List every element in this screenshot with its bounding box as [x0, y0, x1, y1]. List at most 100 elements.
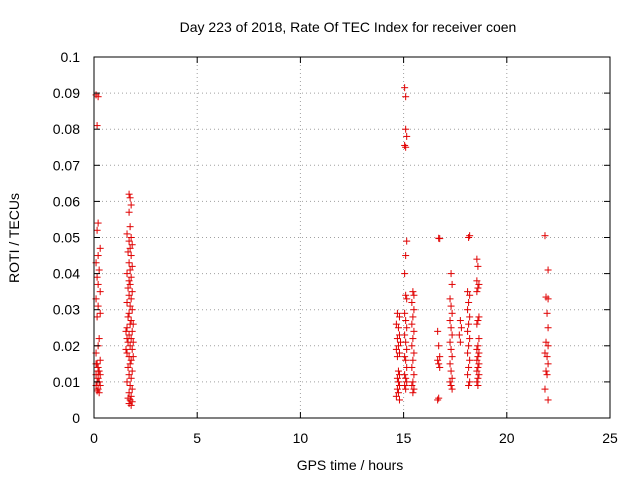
data-point — [436, 353, 444, 361]
data-point — [408, 342, 416, 350]
data-point — [447, 324, 455, 332]
data-point — [93, 226, 101, 234]
data-point — [128, 327, 136, 335]
data-point — [94, 93, 102, 101]
data-point — [436, 363, 444, 371]
data-point — [435, 342, 443, 350]
data-point — [409, 356, 417, 364]
data-point — [409, 389, 417, 397]
data-point — [464, 349, 472, 357]
data-point — [393, 335, 401, 343]
data-point — [473, 255, 481, 263]
data-point — [408, 320, 416, 328]
data-point — [465, 363, 473, 371]
data-point — [393, 374, 401, 382]
data-point — [94, 302, 102, 310]
data-point — [474, 284, 482, 292]
data-point — [466, 378, 474, 386]
data-point — [126, 280, 134, 288]
data-point — [464, 306, 472, 314]
data-point — [127, 295, 135, 303]
data-point — [127, 201, 135, 209]
data-point — [122, 345, 130, 353]
data-point — [401, 84, 409, 92]
data-point — [129, 338, 137, 346]
data-point — [127, 273, 135, 281]
data-point — [127, 317, 135, 325]
data-point — [93, 122, 101, 130]
data-point — [123, 270, 131, 278]
data-point — [447, 382, 455, 390]
data-point — [475, 313, 483, 321]
data-point — [465, 298, 473, 306]
x-tick-label: 25 — [602, 430, 618, 446]
x-tick-label: 15 — [396, 430, 412, 446]
data-point — [403, 237, 411, 245]
data-point — [122, 327, 130, 335]
data-point — [448, 374, 456, 382]
data-point — [402, 385, 410, 393]
data-point — [544, 342, 552, 350]
data-point — [542, 338, 550, 346]
data-point — [448, 331, 456, 339]
data-point — [410, 349, 418, 357]
data-point — [465, 320, 473, 328]
data-point — [408, 363, 416, 371]
data-point — [474, 342, 482, 350]
data-point — [126, 194, 134, 202]
data-point — [402, 93, 410, 101]
data-point — [466, 356, 474, 364]
x-axis-label: GPS time / hours — [297, 457, 404, 473]
y-tick-label: 0.05 — [53, 230, 80, 246]
data-point — [447, 367, 455, 375]
data-point — [395, 313, 403, 321]
data-point — [447, 270, 455, 278]
data-point — [544, 396, 552, 404]
y-tick-labels: 0 0.01 0.02 0.03 0.04 0.05 0.06 0.07 0.08 0.09 0.1 — [53, 49, 80, 426]
data-point — [544, 295, 552, 303]
data-point — [124, 284, 132, 292]
data-point — [474, 382, 482, 390]
data-point — [126, 223, 134, 231]
data-point — [542, 367, 550, 375]
data-point — [402, 356, 410, 364]
data-point — [95, 335, 103, 343]
data-point — [475, 371, 483, 379]
data-point — [401, 141, 409, 149]
data-point — [129, 320, 137, 328]
data-point — [126, 266, 134, 274]
data-point — [127, 356, 135, 364]
data-point — [434, 396, 442, 404]
grid — [94, 57, 610, 418]
data-point — [447, 302, 455, 310]
data-point — [123, 349, 131, 357]
axis-ticks — [93, 56, 611, 419]
data-point — [126, 382, 134, 390]
data-point — [466, 313, 474, 321]
data-point — [435, 360, 443, 368]
data-point — [543, 371, 551, 379]
data-point — [541, 232, 549, 240]
data-point — [96, 309, 104, 317]
data-point — [127, 401, 135, 409]
data-point — [124, 313, 132, 321]
x-tick-label: 5 — [193, 430, 201, 446]
data-point — [393, 309, 401, 317]
data-point — [93, 313, 101, 321]
data-point — [402, 338, 410, 346]
data-point — [94, 367, 102, 375]
data-point — [474, 262, 482, 270]
data-point — [448, 385, 456, 393]
y-tick-label: 0.02 — [53, 338, 80, 354]
data-point — [543, 353, 551, 361]
data-point — [465, 342, 473, 350]
chart-title: Day 223 of 2018, Rate Of TEC Index for r… — [180, 19, 517, 35]
data-point — [410, 291, 418, 299]
data-point — [96, 382, 104, 390]
data-point — [96, 356, 104, 364]
data-point — [541, 349, 549, 357]
data-point — [129, 353, 137, 361]
data-point — [403, 295, 411, 303]
